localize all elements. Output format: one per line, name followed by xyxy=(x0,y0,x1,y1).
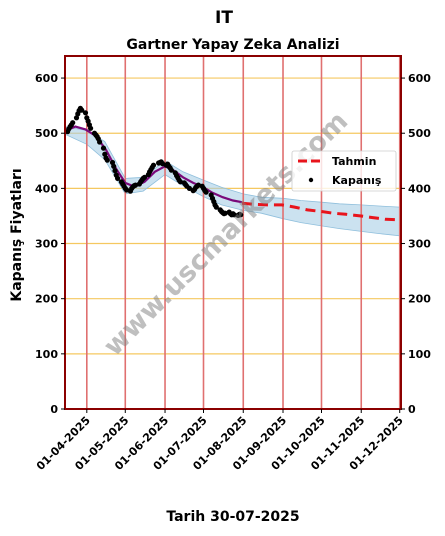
y-tick-label: 200 xyxy=(35,293,58,306)
y-axis-label: Kapanış Fiyatları xyxy=(9,168,25,301)
y-tick-label-right: 0 xyxy=(408,403,416,416)
close-point xyxy=(104,157,110,163)
y-tick-label-right: 500 xyxy=(408,127,431,140)
forecast-line xyxy=(241,201,400,222)
close-point xyxy=(115,175,121,181)
plot-area: www.uscmarkets.com 0 0 100 100 200 200 300 300 40… xyxy=(34,55,431,473)
close-point xyxy=(82,110,89,116)
y-tick-label: 600 xyxy=(35,72,58,85)
close-point xyxy=(203,189,209,195)
y-tick-label: 0 xyxy=(50,403,58,416)
legend-close-swatch xyxy=(308,177,314,183)
y-tick-label: 300 xyxy=(35,238,58,251)
watermark: www.uscmarkets.com xyxy=(98,106,355,363)
legend-close-label: Kapanış xyxy=(332,174,382,187)
close-point xyxy=(141,174,148,180)
y-tick-label: 100 xyxy=(35,348,58,361)
close-point xyxy=(222,210,228,216)
legend: Tahmin Kapanış xyxy=(291,150,397,192)
close-point xyxy=(112,168,118,174)
close-point xyxy=(213,204,219,210)
close-point xyxy=(150,162,157,168)
y-tick-label-right: 300 xyxy=(408,238,431,251)
y-tick-label-right: 100 xyxy=(408,348,431,361)
y-tick-label-right: 400 xyxy=(408,182,431,195)
legend-forecast-label: Tahmin xyxy=(332,155,376,168)
y-tick-label-right: 200 xyxy=(408,293,431,306)
close-point xyxy=(238,212,244,218)
x-axis-label: Tarih 30-07-2025 xyxy=(166,509,299,525)
close-point xyxy=(70,120,76,126)
close-point xyxy=(79,107,85,113)
y-tick-label-right: 600 xyxy=(408,72,431,85)
axes-frame xyxy=(64,55,402,410)
close-point xyxy=(168,167,174,173)
close-point xyxy=(132,182,139,188)
close-point xyxy=(100,145,107,151)
chart-suptitle: IT xyxy=(215,8,233,28)
y-tick-label: 500 xyxy=(35,127,58,140)
close-point xyxy=(88,125,94,131)
chart-title: Gartner Yapay Zeka Analizi xyxy=(126,37,339,53)
close-point xyxy=(177,179,183,185)
y-tick-label: 400 xyxy=(35,182,58,195)
close-point xyxy=(186,185,192,191)
close-point xyxy=(97,139,103,145)
close-point xyxy=(111,163,117,169)
